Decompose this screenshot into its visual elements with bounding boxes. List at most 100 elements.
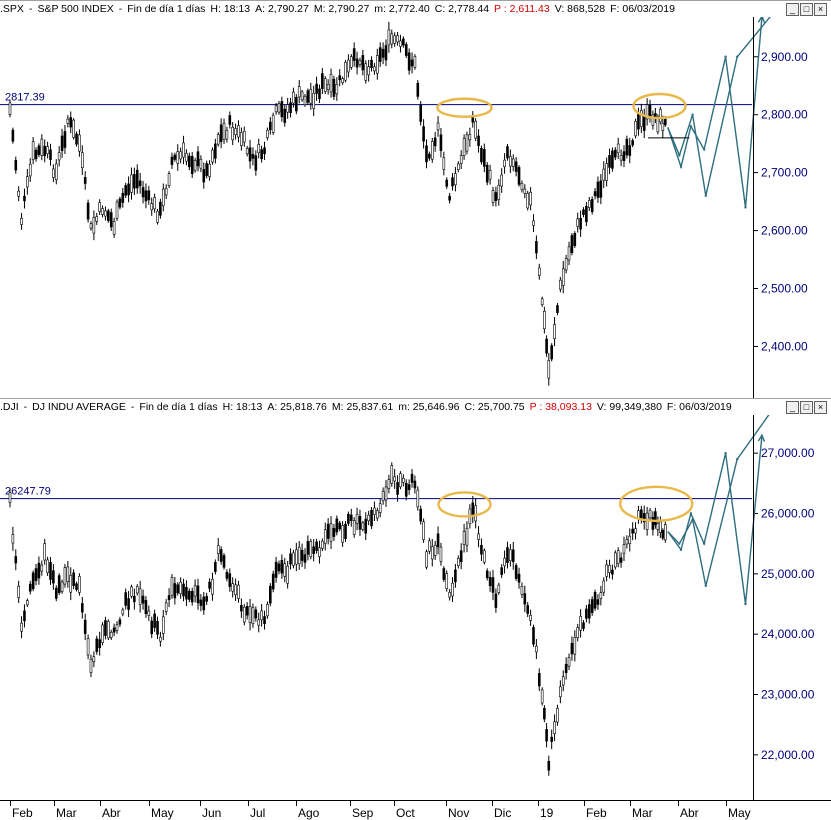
spx-candle-body — [190, 156, 194, 174]
spx-projection-point — [724, 55, 727, 58]
minimize-button[interactable]: _ — [786, 3, 799, 16]
dji-candle-body — [196, 585, 200, 604]
dji-candle-body — [318, 547, 321, 557]
dji-date: F: 06/03/2019 — [666, 401, 732, 413]
dji-candle-body — [393, 476, 396, 482]
spx-candle-body — [78, 134, 81, 152]
dji-candle-body — [164, 602, 168, 612]
dji-close: C: 25,700.75 — [464, 401, 525, 413]
spx-candle-body — [95, 216, 99, 222]
spx-candle-body — [188, 155, 191, 168]
dji-candle-body — [474, 505, 477, 522]
spx-candle-body — [553, 324, 556, 339]
dji-candle-body — [593, 591, 597, 609]
spx-date: F: 06/03/2019 — [610, 3, 675, 15]
dji-candle-body — [503, 557, 506, 567]
x-tick — [630, 801, 631, 806]
spx-candle-body — [616, 143, 620, 154]
dji-candle-body — [216, 545, 220, 554]
dji-candle-body — [66, 566, 70, 583]
spx-candle-body — [637, 113, 640, 130]
x-tick-label: Sep — [352, 806, 374, 820]
dji-candle-body — [52, 570, 55, 584]
dji-candle-body — [234, 584, 237, 596]
dji-candle-body — [387, 479, 391, 489]
spx-candle-body — [202, 168, 206, 183]
spx-candle-body — [468, 134, 472, 141]
dji-candle-body — [407, 484, 411, 491]
dji-candle-body — [237, 584, 240, 599]
spx-candle-body — [135, 169, 139, 189]
dji-candle-body — [634, 528, 637, 534]
minimize-button[interactable]: _ — [786, 401, 799, 414]
dji-candle-body — [547, 760, 551, 771]
spx-candle-body — [634, 120, 637, 137]
dji-candle-body — [520, 585, 524, 595]
dji-candle-body — [347, 513, 350, 524]
dji-projection-path — [667, 435, 763, 605]
maximize-button[interactable]: □ — [800, 401, 813, 414]
spx-candle-body — [419, 104, 423, 122]
dji-candle-body — [535, 645, 538, 653]
close-button[interactable]: × — [814, 401, 827, 414]
spx-candle-body — [529, 192, 532, 206]
dji-candle-body — [109, 631, 113, 638]
spx-candle-body — [494, 192, 498, 201]
dji-candle-body — [413, 480, 417, 489]
dji-candle-body — [20, 622, 23, 632]
dji-candle-body — [335, 518, 339, 533]
spx-candle-body — [605, 163, 608, 181]
spx-candle-body — [596, 181, 600, 198]
spx-candle-body — [72, 119, 75, 138]
spx-candle-body — [407, 52, 411, 71]
dji-candle-body — [367, 514, 370, 522]
dji-candle-body — [550, 736, 553, 742]
spx-candle-body — [543, 311, 546, 330]
x-tick-label: May — [151, 806, 174, 820]
spx-candle-body — [556, 305, 559, 313]
dji-candle-body — [373, 507, 376, 515]
dji-candle-body — [289, 553, 292, 565]
spx-candle-body — [14, 160, 18, 171]
x-tick-label: Oct — [396, 806, 415, 820]
spx-window-buttons: _ □ × — [786, 3, 827, 16]
dji-candle-body — [283, 563, 287, 577]
dji-candle-body — [138, 588, 142, 605]
spx-candle-body — [309, 89, 313, 104]
dji-candle-body — [616, 550, 620, 565]
spx-candle-body — [271, 114, 275, 133]
spx-candle-body — [237, 125, 240, 138]
dji-candle-body — [219, 549, 223, 562]
maximize-button[interactable]: □ — [800, 3, 813, 16]
spx-prev: P : 2,611.43 — [494, 3, 550, 15]
dji-reference-label: 26247.79 — [5, 486, 51, 498]
dji-candle-body — [570, 642, 574, 655]
spx-projection-point — [744, 206, 747, 209]
dji-candle-body — [404, 483, 408, 497]
spx-candle-body — [303, 95, 307, 106]
dji-candle-body — [286, 565, 289, 584]
dji-candle-body — [297, 546, 301, 565]
dji-candle-body — [31, 572, 35, 590]
dji-candle-body — [266, 604, 269, 617]
close-button[interactable]: × — [814, 3, 827, 16]
spx-candle-body — [608, 155, 611, 168]
spx-y-tick-label: 2,700.00 — [761, 166, 808, 180]
dji-candle-body — [561, 676, 565, 686]
dji-candle-body — [112, 627, 116, 633]
dji-high: M: 25,837.61 — [331, 401, 394, 413]
dji-candle-body — [509, 549, 512, 562]
dji-symbol: .DJI — [0, 401, 19, 413]
x-tick — [446, 801, 447, 806]
dji-candle-body — [619, 557, 623, 563]
spx-candle-body — [225, 129, 229, 140]
spx-candle-body — [280, 101, 284, 118]
dji-candle-body — [254, 609, 258, 619]
spx-candle-body — [266, 129, 269, 138]
spx-candle-body — [413, 56, 417, 68]
spx-candle-body — [559, 279, 562, 290]
spx-candle-body — [573, 233, 577, 247]
spx-candle-body — [511, 158, 515, 167]
dji-candle-body — [376, 510, 379, 519]
dji-name: DJ INDU AVERAGE — [32, 401, 126, 413]
